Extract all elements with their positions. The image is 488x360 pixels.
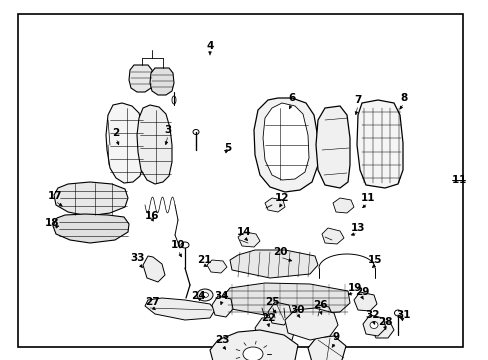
Polygon shape <box>285 308 337 340</box>
Text: 8: 8 <box>400 93 407 103</box>
Text: 30: 30 <box>290 305 305 315</box>
Polygon shape <box>263 103 308 180</box>
Text: 23: 23 <box>214 335 229 345</box>
Text: 26: 26 <box>312 300 326 310</box>
Ellipse shape <box>201 292 208 297</box>
Polygon shape <box>307 336 346 360</box>
Polygon shape <box>142 256 164 282</box>
Text: 17: 17 <box>48 191 62 201</box>
Text: 19: 19 <box>347 283 362 293</box>
Polygon shape <box>53 214 129 243</box>
Ellipse shape <box>243 347 263 360</box>
Polygon shape <box>238 232 260 247</box>
Polygon shape <box>253 98 317 192</box>
Text: 24: 24 <box>190 291 205 301</box>
Text: 32: 32 <box>365 310 380 320</box>
Text: 2: 2 <box>112 128 120 138</box>
Text: 11: 11 <box>360 193 374 203</box>
Text: 1: 1 <box>450 175 458 185</box>
Polygon shape <box>224 283 349 316</box>
Text: 3: 3 <box>164 125 171 135</box>
Polygon shape <box>145 298 215 320</box>
Text: 5: 5 <box>224 143 231 153</box>
Polygon shape <box>315 106 349 188</box>
Ellipse shape <box>172 96 176 104</box>
Text: 27: 27 <box>144 297 159 307</box>
Text: 21: 21 <box>196 255 211 265</box>
Polygon shape <box>353 292 376 311</box>
Text: 10: 10 <box>170 240 185 250</box>
Text: 25: 25 <box>264 297 279 307</box>
Polygon shape <box>54 182 128 216</box>
Text: 34: 34 <box>214 291 229 301</box>
Polygon shape <box>150 68 174 95</box>
Polygon shape <box>212 296 232 317</box>
Text: 6: 6 <box>288 93 295 103</box>
Polygon shape <box>206 260 226 273</box>
Polygon shape <box>264 198 285 212</box>
Text: 22: 22 <box>260 313 275 323</box>
Polygon shape <box>321 228 343 244</box>
Polygon shape <box>311 305 331 321</box>
Text: 15: 15 <box>367 255 382 265</box>
Text: 28: 28 <box>377 317 391 327</box>
Polygon shape <box>209 330 297 360</box>
Polygon shape <box>129 65 153 92</box>
Polygon shape <box>356 100 402 188</box>
Polygon shape <box>137 105 172 184</box>
Text: 12: 12 <box>274 193 289 203</box>
Polygon shape <box>267 302 291 325</box>
Text: 13: 13 <box>350 223 365 233</box>
Ellipse shape <box>394 310 401 316</box>
Polygon shape <box>106 103 145 183</box>
Text: 14: 14 <box>236 227 251 237</box>
Polygon shape <box>371 322 393 338</box>
Text: 29: 29 <box>354 287 368 297</box>
Text: 33: 33 <box>130 253 145 263</box>
Text: 9: 9 <box>332 332 339 342</box>
Polygon shape <box>254 317 295 348</box>
Polygon shape <box>332 198 353 213</box>
Text: 18: 18 <box>45 218 59 228</box>
Ellipse shape <box>193 130 199 135</box>
Text: 7: 7 <box>354 95 361 105</box>
Text: 1: 1 <box>457 175 465 185</box>
Ellipse shape <box>181 242 189 248</box>
Text: 20: 20 <box>272 247 286 257</box>
Text: 4: 4 <box>206 41 213 51</box>
Ellipse shape <box>197 289 213 301</box>
Polygon shape <box>362 315 385 336</box>
Ellipse shape <box>369 321 377 328</box>
Text: 16: 16 <box>144 211 159 221</box>
Polygon shape <box>229 250 317 278</box>
Text: 31: 31 <box>396 310 410 320</box>
